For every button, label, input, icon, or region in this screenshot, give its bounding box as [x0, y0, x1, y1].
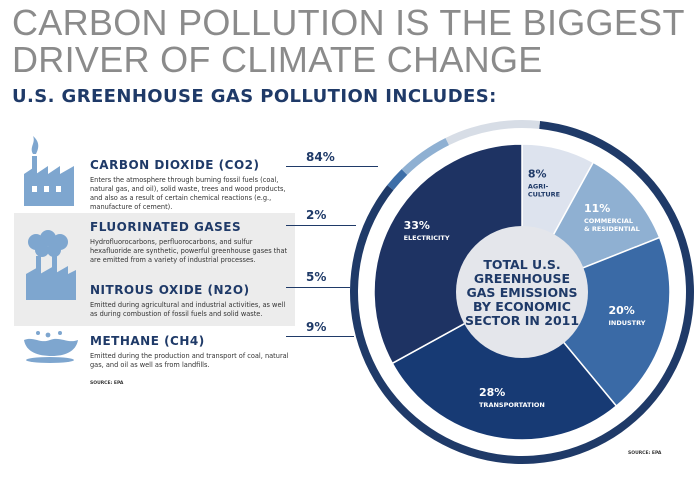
pie-center-title-line: SECTOR IN 2011 — [465, 313, 579, 328]
gas-co2-desc: Enters the atmosphere through burning fo… — [90, 176, 286, 211]
pie-center-title-line: BY ECONOMIC — [473, 299, 571, 314]
sector-pie — [373, 143, 671, 441]
gas-methane-desc: Emitted during the production and transp… — [90, 352, 289, 369]
slice-commercial-residential-pct: 11% — [584, 202, 610, 215]
pie-center-title-line: TOTAL U.S. — [483, 257, 560, 272]
slice-agriculture-label: AGRI- — [528, 183, 549, 191]
gas-fluorinated-name: FLUORINATED GASES — [90, 220, 242, 234]
pie-center-title-line: GREENHOUSE — [474, 271, 570, 286]
gas-share-ring — [349, 120, 694, 464]
pie-center — [456, 226, 588, 358]
smoke-factory-icon — [26, 230, 76, 300]
pct-co2: 84% — [306, 150, 335, 164]
slice-electricity-pct: 33% — [404, 219, 430, 232]
page-title: CARBON POLLUTION IS THE BIGGEST DRIVER O… — [12, 4, 685, 78]
leader-fluorinated — [286, 225, 356, 226]
slice-industry-label: INDUSTRY — [608, 319, 645, 327]
pie-center-title-line: GAS EMISSIONS — [466, 285, 577, 300]
gas-fluorinated: FLUORINATED GASES Hydrofluorocarbons, pe… — [90, 220, 290, 265]
gas-nitrous-desc: Emitted during agricultural and industri… — [90, 301, 286, 318]
ring-segment-nitrous — [401, 137, 450, 175]
factory-icon — [24, 136, 74, 206]
leader-co2 — [286, 166, 378, 167]
pct-fluorinated: 2% — [306, 208, 327, 222]
gas-co2: CARBON DIOXIDE (CO2) Enters the atmosphe… — [90, 158, 290, 212]
pct-methane: 9% — [306, 320, 327, 334]
source-left: SOURCE: EPA — [90, 381, 124, 386]
slice-commercial-residential-label: & RESIDENTIAL — [584, 225, 640, 233]
title-line-1: CARBON POLLUTION IS THE BIGGEST — [12, 2, 685, 43]
slice-electricity-label: ELECTRICITY — [404, 234, 450, 242]
gas-co2-name: CARBON DIOXIDE (CO2) — [90, 158, 260, 172]
slice-agriculture-pct: 8% — [528, 168, 547, 181]
gas-methane-name: METHANE (CH4) — [90, 334, 205, 348]
subtitle: U.S. GREENHOUSE GAS POLLUTION INCLUDES: — [12, 86, 497, 107]
slice-transportation — [391, 291, 618, 441]
source-right: SOURCE: EPA — [628, 451, 662, 456]
slice-transportation-label: TRANSPORTATION — [479, 401, 545, 409]
highlight-band — [14, 213, 295, 326]
ring-segment-fluorinated — [387, 169, 408, 191]
methane-pool-icon — [24, 331, 78, 363]
slice-agriculture-label: CULTURE — [528, 191, 560, 199]
slice-transportation-pct: 28% — [479, 386, 505, 399]
gas-nitrous-name: NITROUS OXIDE (N2O) — [90, 283, 250, 297]
title-line-2: DRIVER OF CLIMATE CHANGE — [12, 39, 543, 80]
gas-methane: METHANE (CH4) Emitted during the product… — [90, 334, 290, 370]
gas-fluorinated-desc: Hydrofluorocarbons, perfluorocarbons, an… — [90, 238, 288, 264]
slice-labels: 8% AGRI-CULTURE 11% COMMERCIAL& RESIDENTIAL… — [404, 168, 646, 409]
slice-industry-pct: 20% — [608, 304, 634, 317]
leader-nitrous — [286, 287, 350, 288]
slice-commercial-residential-label: COMMERCIAL — [584, 217, 633, 225]
leader-methane — [286, 336, 354, 337]
ring-segment-methane — [445, 120, 540, 146]
pct-nitrous: 5% — [306, 270, 327, 284]
gas-nitrous: NITROUS OXIDE (N2O) Emitted during agric… — [90, 283, 290, 319]
